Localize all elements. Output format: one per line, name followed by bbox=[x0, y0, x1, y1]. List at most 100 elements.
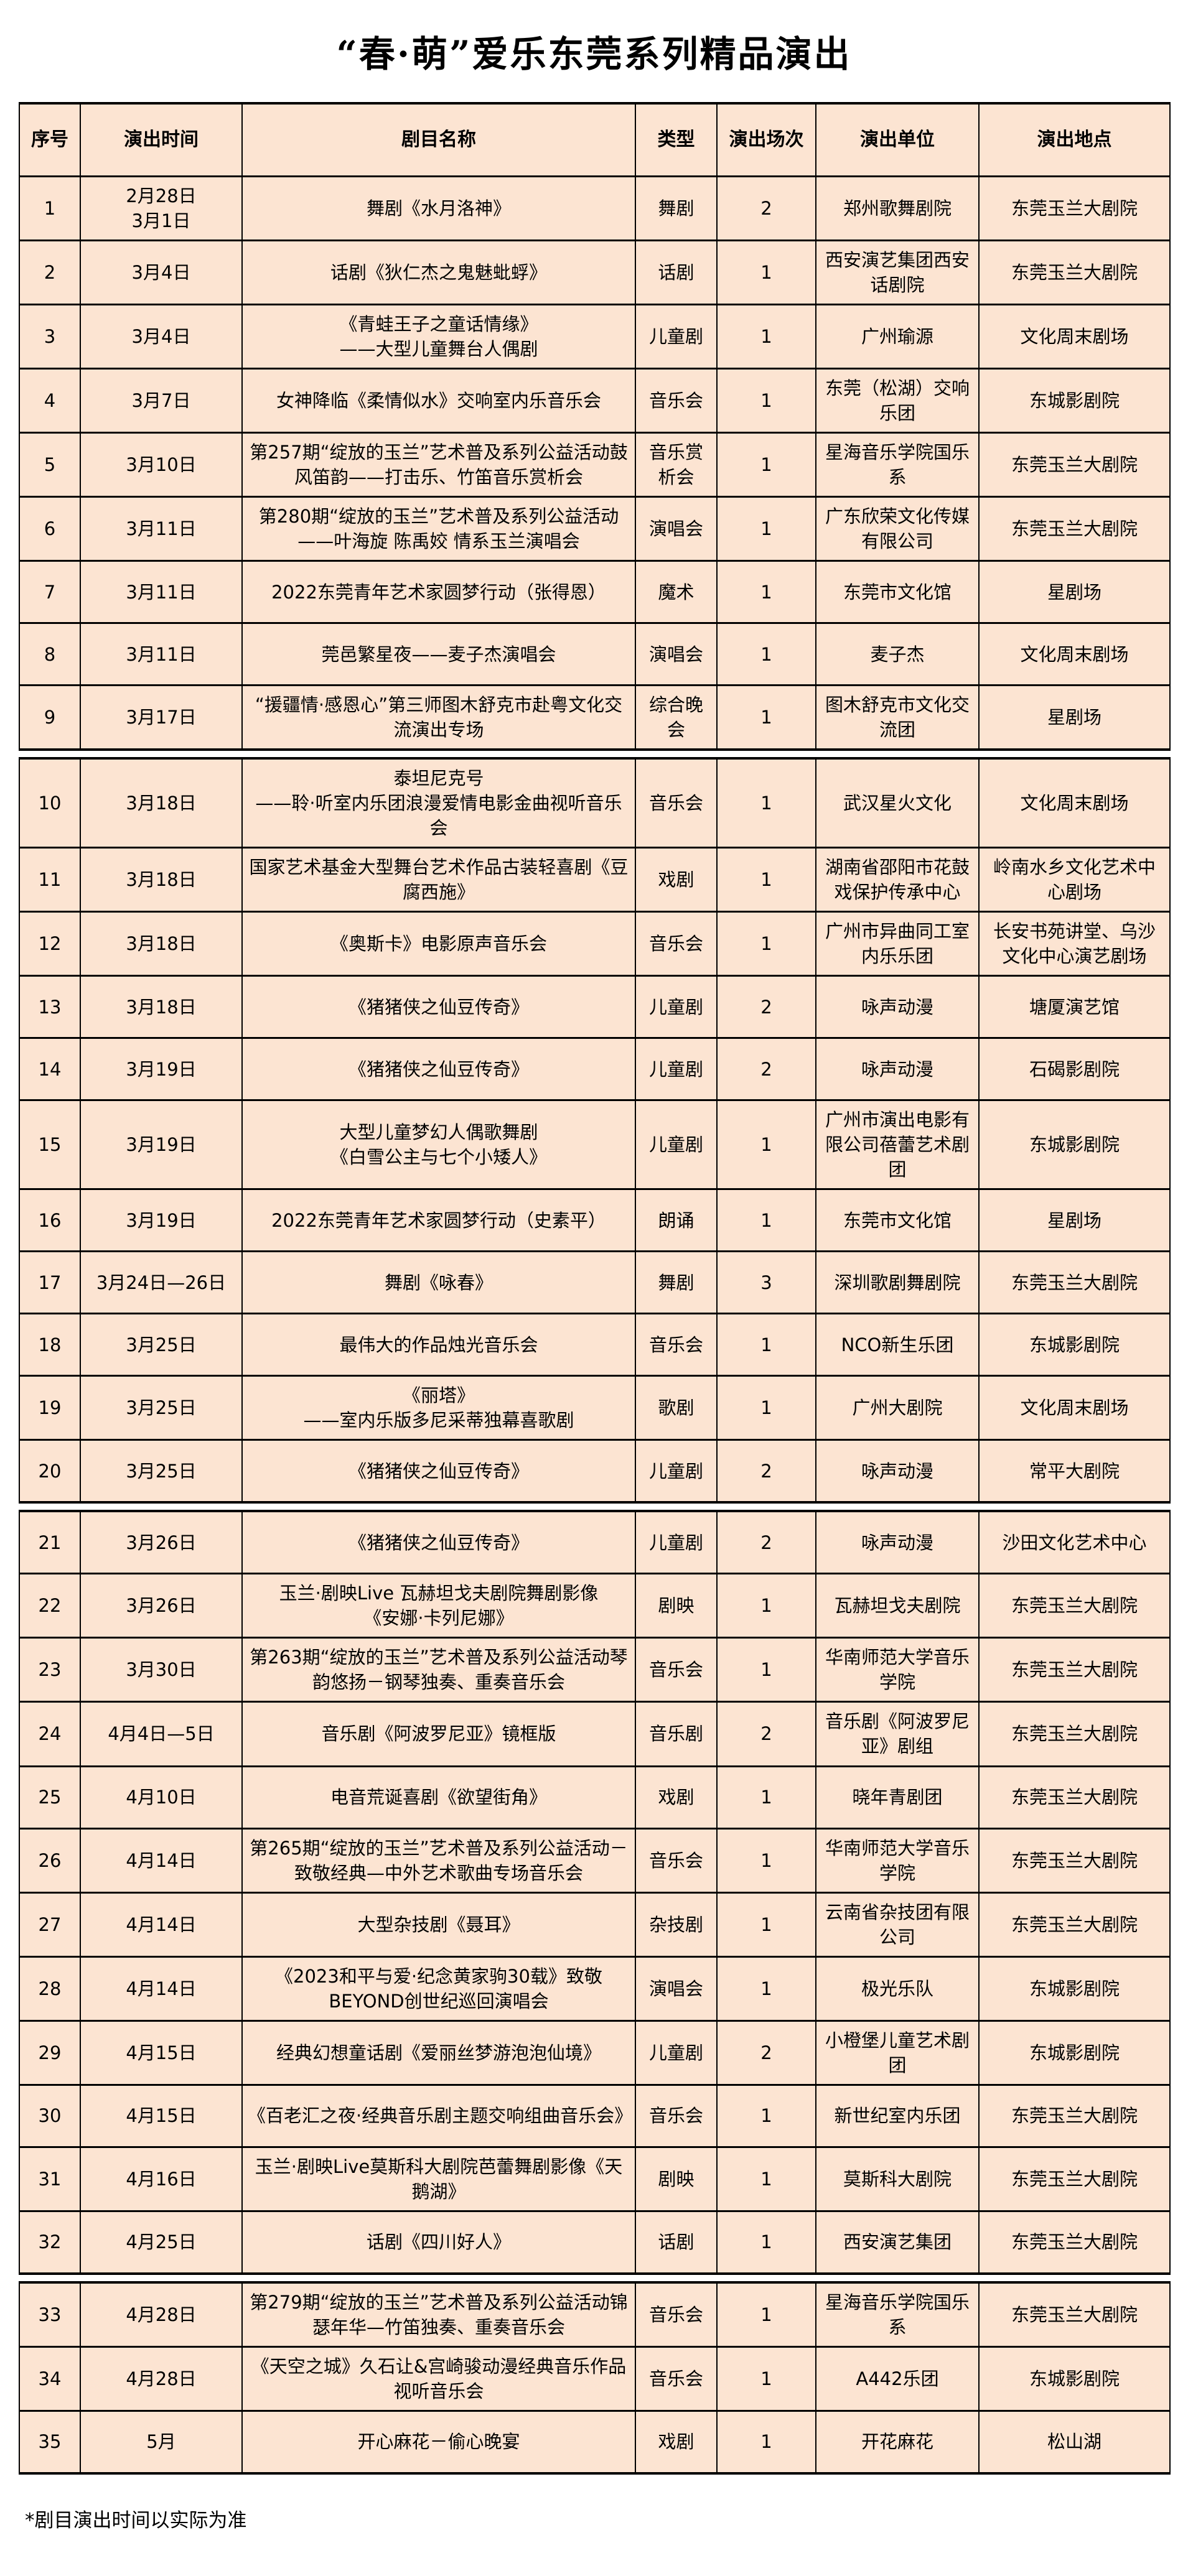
cell-shows: 2 bbox=[716, 177, 815, 240]
cell-org: 湖南省邵阳市花鼓戏保护传承中心 bbox=[815, 849, 978, 911]
cell-shows: 1 bbox=[716, 2283, 815, 2346]
cell-type: 音乐会 bbox=[635, 2283, 716, 2346]
cell-date: 3月25日 bbox=[80, 1314, 241, 1375]
cell-venue: 东莞玉兰大剧院 bbox=[978, 241, 1169, 304]
cell-no: 30 bbox=[38, 2105, 62, 2127]
cell-shows: 1 bbox=[716, 2211, 815, 2272]
cell-title: 第265期“绽放的玉兰”艺术普及系列公益活动－致敬经典—中外艺术歌曲专场音乐会 bbox=[241, 1829, 635, 1892]
cell-venue: 文化周末剧场 bbox=[978, 760, 1169, 847]
cell-no: 11 bbox=[38, 869, 62, 891]
cell-type: 儿童剧 bbox=[635, 1039, 716, 1100]
cell-shows: 1 bbox=[716, 686, 815, 749]
cell-shows: 1 bbox=[716, 2411, 815, 2472]
cell-type: 戏剧 bbox=[635, 1767, 716, 1828]
table-row: 25 4月10日 电音荒诞喜剧《欲望街角》 戏剧 1 晓年青剧团 东莞玉兰大剧院 bbox=[20, 1765, 1169, 1828]
table-row: 24 4月4日—5日 音乐剧《阿波罗尼亚》镜框版 音乐剧 2 音乐剧《阿波罗尼亚… bbox=[20, 1701, 1169, 1765]
cell-org: 星海音乐学院国乐系 bbox=[815, 2283, 978, 2346]
cell-shows: 2 bbox=[716, 1039, 815, 1100]
cell-org: 华南师范大学音乐学院 bbox=[815, 1829, 978, 1892]
table-row: 6 3月11日 第280期“绽放的玉兰”艺术普及系列公益活动——叶海旋 陈禹姣 … bbox=[20, 496, 1169, 560]
cell-shows: 1 bbox=[716, 434, 815, 496]
footnote: *剧目演出时间以实际为准 bbox=[25, 2509, 247, 2532]
cell-no: 33 bbox=[38, 2304, 62, 2325]
cell-shows: 1 bbox=[716, 241, 815, 304]
cell-title: 第263期“绽放的玉兰”艺术普及系列公益活动琴韵悠扬－钢琴独奏、重奏音乐会 bbox=[241, 1639, 635, 1701]
cell-title: 电音荒诞喜剧《欲望街角》 bbox=[241, 1767, 635, 1828]
cell-title: 第257期“绽放的玉兰”艺术普及系列公益活动鼓风笛韵——打击乐、竹笛音乐赏析会 bbox=[241, 434, 635, 496]
cell-shows: 1 bbox=[716, 760, 815, 847]
performance-table: 序号 演出时间 剧目名称 类型 演出场次 演出单位 演出地点 1 2月28日 3月1日 舞剧… bbox=[19, 102, 1171, 2475]
cell-type: 音乐会 bbox=[635, 370, 716, 432]
cell-venue: 塘厦演艺馆 bbox=[978, 977, 1169, 1038]
cell-org: 咏声动漫 bbox=[815, 977, 978, 1038]
cell-shows: 1 bbox=[716, 1957, 815, 2020]
cell-title: 舞剧《水月洛神》 bbox=[241, 177, 635, 240]
cell-no: 22 bbox=[38, 1595, 62, 1617]
cell-venue: 沙田文化艺术中心 bbox=[978, 1512, 1169, 1573]
table-row: 9 3月17日 “援疆情·感恩心”第三师图木舒克市赴粤文化交流演出专场 综合晚会… bbox=[20, 684, 1169, 749]
cell-title: 2022东莞青年艺术家圆梦行动（张得恩） bbox=[241, 562, 635, 623]
cell-shows: 3 bbox=[716, 1252, 815, 1313]
cell-title: 《青蛙王子之童话情缘》 ——大型儿童舞台人偶剧 bbox=[241, 305, 635, 368]
cell-venue: 东莞玉兰大剧院 bbox=[978, 2283, 1169, 2346]
cell-title: 《猪猪侠之仙豆传奇》 bbox=[241, 977, 635, 1038]
cell-venue: 东莞玉兰大剧院 bbox=[978, 1893, 1169, 1956]
cell-org: 极光乐队 bbox=[815, 1957, 978, 2020]
cell-org: 西安演艺集团西安话剧院 bbox=[815, 241, 978, 304]
table-row: 27 4月14日 大型杂技剧《聂耳》 杂技剧 1 云南省杂技团有限公司 东莞玉兰… bbox=[20, 1891, 1169, 1956]
cell-type: 演唱会 bbox=[635, 624, 716, 685]
cell-shows: 1 bbox=[716, 913, 815, 975]
table-row: 19 3月25日 《丽塔》 ——室内乐版多尼采蒂独幕喜歌剧 歌剧 1 广州大剧院… bbox=[20, 1375, 1169, 1439]
cell-title: 女神降临《柔情似水》交响室内乐音乐会 bbox=[241, 370, 635, 432]
cell-type: 音乐会 bbox=[635, 1639, 716, 1701]
table-row: 12 3月18日 《奥斯卡》电影原声音乐会 音乐会 1 广州市异曲同工室内乐乐团… bbox=[20, 911, 1169, 975]
cell-date: 3月4日 bbox=[80, 241, 241, 304]
cell-title: 话剧《狄仁杰之鬼魅蚍蜉》 bbox=[241, 241, 635, 304]
cell-venue: 东莞玉兰大剧院 bbox=[978, 1703, 1169, 1765]
cell-date: 4月10日 bbox=[80, 1767, 241, 1828]
table-row: 34 4月28日 《天空之城》久石让&宫崎骏动漫经典音乐作品视听音乐会 音乐会 … bbox=[20, 2345, 1169, 2410]
cell-date: 4月16日 bbox=[80, 2147, 241, 2210]
cell-org: 东莞市文化馆 bbox=[815, 562, 978, 623]
cell-no: 32 bbox=[38, 2231, 62, 2253]
cell-date: 4月14日 bbox=[80, 1957, 241, 2020]
cell-no: 20 bbox=[38, 1460, 62, 1482]
cell-date: 4月15日 bbox=[80, 2021, 241, 2084]
cell-no: 17 bbox=[38, 1272, 62, 1293]
cell-no: 16 bbox=[38, 1209, 62, 1231]
cell-shows: 2 bbox=[716, 1441, 815, 1502]
header-cell: 剧目名称 bbox=[241, 105, 635, 175]
cell-org: 广州瑜源 bbox=[815, 305, 978, 368]
cell-type: 音乐会 bbox=[635, 760, 716, 847]
cell-no: 23 bbox=[38, 1659, 62, 1681]
cell-title: 《猪猪侠之仙豆传奇》 bbox=[241, 1512, 635, 1573]
cell-venue: 东莞玉兰大剧院 bbox=[978, 1829, 1169, 1892]
cell-date: 3月7日 bbox=[80, 370, 241, 432]
table-row: 16 3月19日 2022东莞青年艺术家圆梦行动（史素平） 朗诵 1 东莞市文化… bbox=[20, 1188, 1169, 1251]
cell-shows: 2 bbox=[716, 977, 815, 1038]
cell-venue: 东莞玉兰大剧院 bbox=[978, 1574, 1169, 1637]
cell-org: 咏声动漫 bbox=[815, 1039, 978, 1100]
cell-type: 戏剧 bbox=[635, 849, 716, 911]
cell-venue: 文化周末剧场 bbox=[978, 1377, 1169, 1439]
cell-date: 3月19日 bbox=[80, 1190, 241, 1251]
cell-shows: 1 bbox=[716, 1574, 815, 1637]
cell-type: 话剧 bbox=[635, 2211, 716, 2272]
cell-type: 杂技剧 bbox=[635, 1893, 716, 1956]
cell-no: 31 bbox=[38, 2168, 62, 2190]
cell-date: 3月19日 bbox=[80, 1039, 241, 1100]
cell-title: 《天空之城》久石让&宫崎骏动漫经典音乐作品视听音乐会 bbox=[241, 2347, 635, 2410]
cell-type: 演唱会 bbox=[635, 498, 716, 560]
cell-org: 东莞市文化馆 bbox=[815, 1190, 978, 1251]
cell-date: 3月18日 bbox=[80, 849, 241, 911]
cell-venue: 东城影剧院 bbox=[978, 2347, 1169, 2410]
cell-org: 郑州歌舞剧院 bbox=[815, 177, 978, 240]
cell-no: 24 bbox=[38, 1723, 62, 1745]
cell-org: 咏声动漫 bbox=[815, 1441, 978, 1502]
cell-venue: 岭南水乡文化艺术中心剧场 bbox=[978, 849, 1169, 911]
cell-venue: 东莞玉兰大剧院 bbox=[978, 498, 1169, 560]
table-row: 31 4月16日 玉兰·剧映Live莫斯科大剧院芭蕾舞剧影像《天鹅湖》 剧映 1… bbox=[20, 2146, 1169, 2210]
cell-title: 第280期“绽放的玉兰”艺术普及系列公益活动——叶海旋 陈禹姣 情系玉兰演唱会 bbox=[241, 498, 635, 560]
cell-venue: 东城影剧院 bbox=[978, 1314, 1169, 1375]
table-section: 10 3月18日 泰坦尼克号 ——聆·听室内乐团浪漫爱情电影金曲视听音乐会 音乐… bbox=[19, 757, 1171, 1504]
